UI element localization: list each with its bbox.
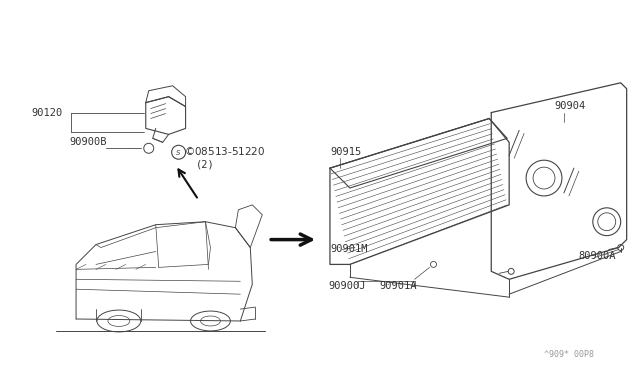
Text: ^909* 00P8: ^909* 00P8: [544, 350, 594, 359]
Text: 90904: 90904: [554, 100, 585, 110]
Text: 90900B: 90900B: [69, 137, 107, 147]
Text: 90901A: 90901A: [380, 281, 417, 291]
Text: $\copyright$08513-51220: $\copyright$08513-51220: [184, 145, 265, 157]
Text: 80900A: 80900A: [579, 251, 616, 262]
Text: 90900J: 90900J: [328, 281, 365, 291]
Text: S: S: [175, 150, 180, 156]
Text: 90120: 90120: [31, 108, 63, 118]
Text: 90915: 90915: [330, 147, 361, 157]
Text: (2): (2): [196, 159, 214, 169]
Text: 90901M: 90901M: [330, 244, 367, 253]
